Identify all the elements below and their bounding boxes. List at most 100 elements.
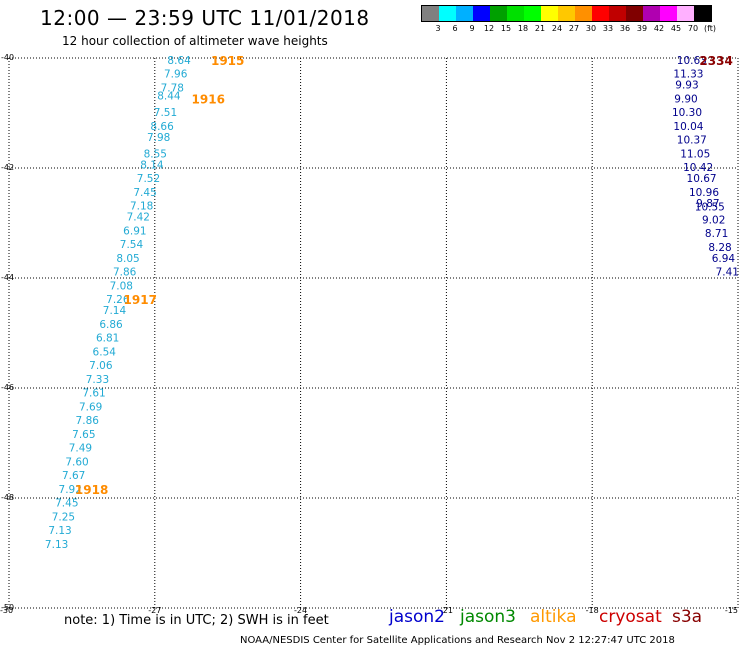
legend-label: 6 <box>452 24 458 33</box>
legend-label: (ft) <box>703 24 717 33</box>
wave-height-label: 7.86 <box>76 415 100 427</box>
wave-height-label: 7.25 <box>52 511 75 523</box>
wave-height-label: 7.13 <box>48 525 71 537</box>
wave-height-label: 7.69 <box>79 401 102 413</box>
wave-height-label: 7.67 <box>62 470 85 482</box>
time-label: 1915 <box>211 54 244 68</box>
legend-label: 9 <box>469 24 475 33</box>
wave-height-label: 6.94 <box>712 253 736 265</box>
wave-height-label: 8.64 <box>167 55 191 67</box>
tick-labels: -30 -27 -24 -21 -18 -15 -40 -42 -44 -46 -48 -50 <box>0 53 738 615</box>
legend-label: 70 <box>687 24 699 33</box>
legend-swatch <box>626 6 643 21</box>
legend-swatch <box>473 6 490 21</box>
wave-height-label: 7.52 <box>137 173 160 185</box>
wave-height-label: 9.93 <box>675 80 698 92</box>
wave-height-label: 7.45 <box>55 498 78 510</box>
wave-height-label: 7.33 <box>86 374 109 386</box>
legend-swatch <box>422 6 439 21</box>
y-tick-label: -50 <box>1 603 14 612</box>
wave-height-label: 8.28 <box>708 242 731 254</box>
wave-height-label: 9.87 <box>696 198 719 210</box>
wave-height-label: 8.55 <box>144 148 167 160</box>
wave-height-label: 7.49 <box>69 443 92 455</box>
wave-height-label: 6.81 <box>96 333 119 345</box>
legend-label: 18 <box>517 24 529 33</box>
x-tick-label: -27 <box>148 606 161 615</box>
legend-label: 30 <box>585 24 597 33</box>
color-scale-legend: 3 6 9 12 15 18 21 24 27 30 33 36 39 42 45 70 (ft) <box>421 5 716 34</box>
wave-height-points: 8.64 7.967.788.44 7.51 8.667.98 8.558.14 7.52… <box>45 54 739 551</box>
wave-height-label: 7.45 <box>133 187 156 199</box>
legend-swatch <box>490 6 507 21</box>
wave-height-label: 7.26 <box>106 294 130 306</box>
y-tick-label: -42 <box>1 163 14 172</box>
map-subtitle: 12 hour collection of altimeter wave hei… <box>62 34 328 48</box>
legend-label: 39 <box>636 24 648 33</box>
wave-height-label: 7.96 <box>164 69 188 81</box>
y-tick-label: -48 <box>1 493 14 502</box>
wave-height-label: 10.42 <box>683 162 713 174</box>
note-text: note: 1) Time is in UTC; 2) SWH is in fe… <box>64 613 329 628</box>
wave-height-label: 7.13 <box>45 539 68 551</box>
wave-height-label: 6.86 <box>99 319 123 331</box>
wave-height-label: 10.37 <box>677 135 707 147</box>
legend-swatch <box>609 6 626 21</box>
legend-swatch <box>541 6 558 21</box>
satellite-legend-s3a: s3a <box>672 607 703 627</box>
wave-height-label: 8.66 <box>150 121 174 133</box>
y-tick-label: -40 <box>1 53 14 62</box>
wave-height-label: 7.18 <box>130 201 153 213</box>
time-label: 2334 <box>699 54 732 68</box>
wave-height-label: 10.30 <box>672 107 702 119</box>
wave-height-label: 8.14 <box>140 159 164 171</box>
wave-height-label: 10.67 <box>687 173 717 185</box>
wave-height-label: 8.05 <box>116 253 139 265</box>
wave-height-label: 10.04 <box>673 121 703 133</box>
satellite-legend-altika: altika <box>530 607 577 627</box>
legend-swatch <box>592 6 609 21</box>
wave-height-label: 11.33 <box>673 69 703 81</box>
legend-label: 27 <box>568 24 580 33</box>
wave-height-label: 6.91 <box>123 225 146 237</box>
wave-height-label: 7.42 <box>127 212 150 224</box>
legend-swatch <box>456 6 473 21</box>
x-tick-label: -18 <box>586 606 599 615</box>
wave-height-label: 7.78 <box>161 82 184 94</box>
legend-label: 36 <box>619 24 631 33</box>
wave-height-label: 7.08 <box>110 280 133 292</box>
wave-height-label: 7.54 <box>120 239 144 251</box>
time-label: 1918 <box>75 483 108 497</box>
legend-swatch <box>660 6 677 21</box>
wave-height-label: 8.44 <box>157 91 181 103</box>
wave-height-label: 10.55 <box>695 202 725 214</box>
legend-swatch <box>439 6 456 21</box>
legend-label: 15 <box>500 24 512 33</box>
wave-height-label: 7.65 <box>72 429 95 441</box>
wave-height-label: 7.86 <box>113 267 137 279</box>
wave-height-label: 7.60 <box>65 456 88 468</box>
legend-label: 33 <box>602 24 614 33</box>
legend-swatch <box>643 6 660 21</box>
wave-height-label: 7.98 <box>147 132 170 144</box>
wave-height-label: 7.61 <box>82 388 105 400</box>
footer-credit: NOAA/NESDIS Center for Satellite Applica… <box>240 635 675 646</box>
legend-label: 45 <box>670 24 682 33</box>
x-tick-label: -21 <box>440 606 453 615</box>
legend-swatch <box>677 6 694 21</box>
wave-height-label: 7.51 <box>154 107 177 119</box>
y-tick-label: -44 <box>1 273 14 282</box>
legend-label: 42 <box>653 24 665 33</box>
legend-labels: 3 6 9 12 15 18 21 24 27 30 33 36 39 42 45 70 (ft) <box>421 22 716 34</box>
wave-height-label: 10.63 <box>677 55 707 67</box>
legend-swatches <box>421 5 712 22</box>
legend-swatch <box>694 6 711 21</box>
wave-height-label: 9.90 <box>674 93 697 105</box>
legend-label: 24 <box>551 24 563 33</box>
wave-height-label: 8.71 <box>705 228 728 240</box>
legend-swatch <box>575 6 592 21</box>
legend-label: 12 <box>483 24 495 33</box>
y-tick-label: -46 <box>1 383 14 392</box>
x-tick-label: -24 <box>294 606 307 615</box>
